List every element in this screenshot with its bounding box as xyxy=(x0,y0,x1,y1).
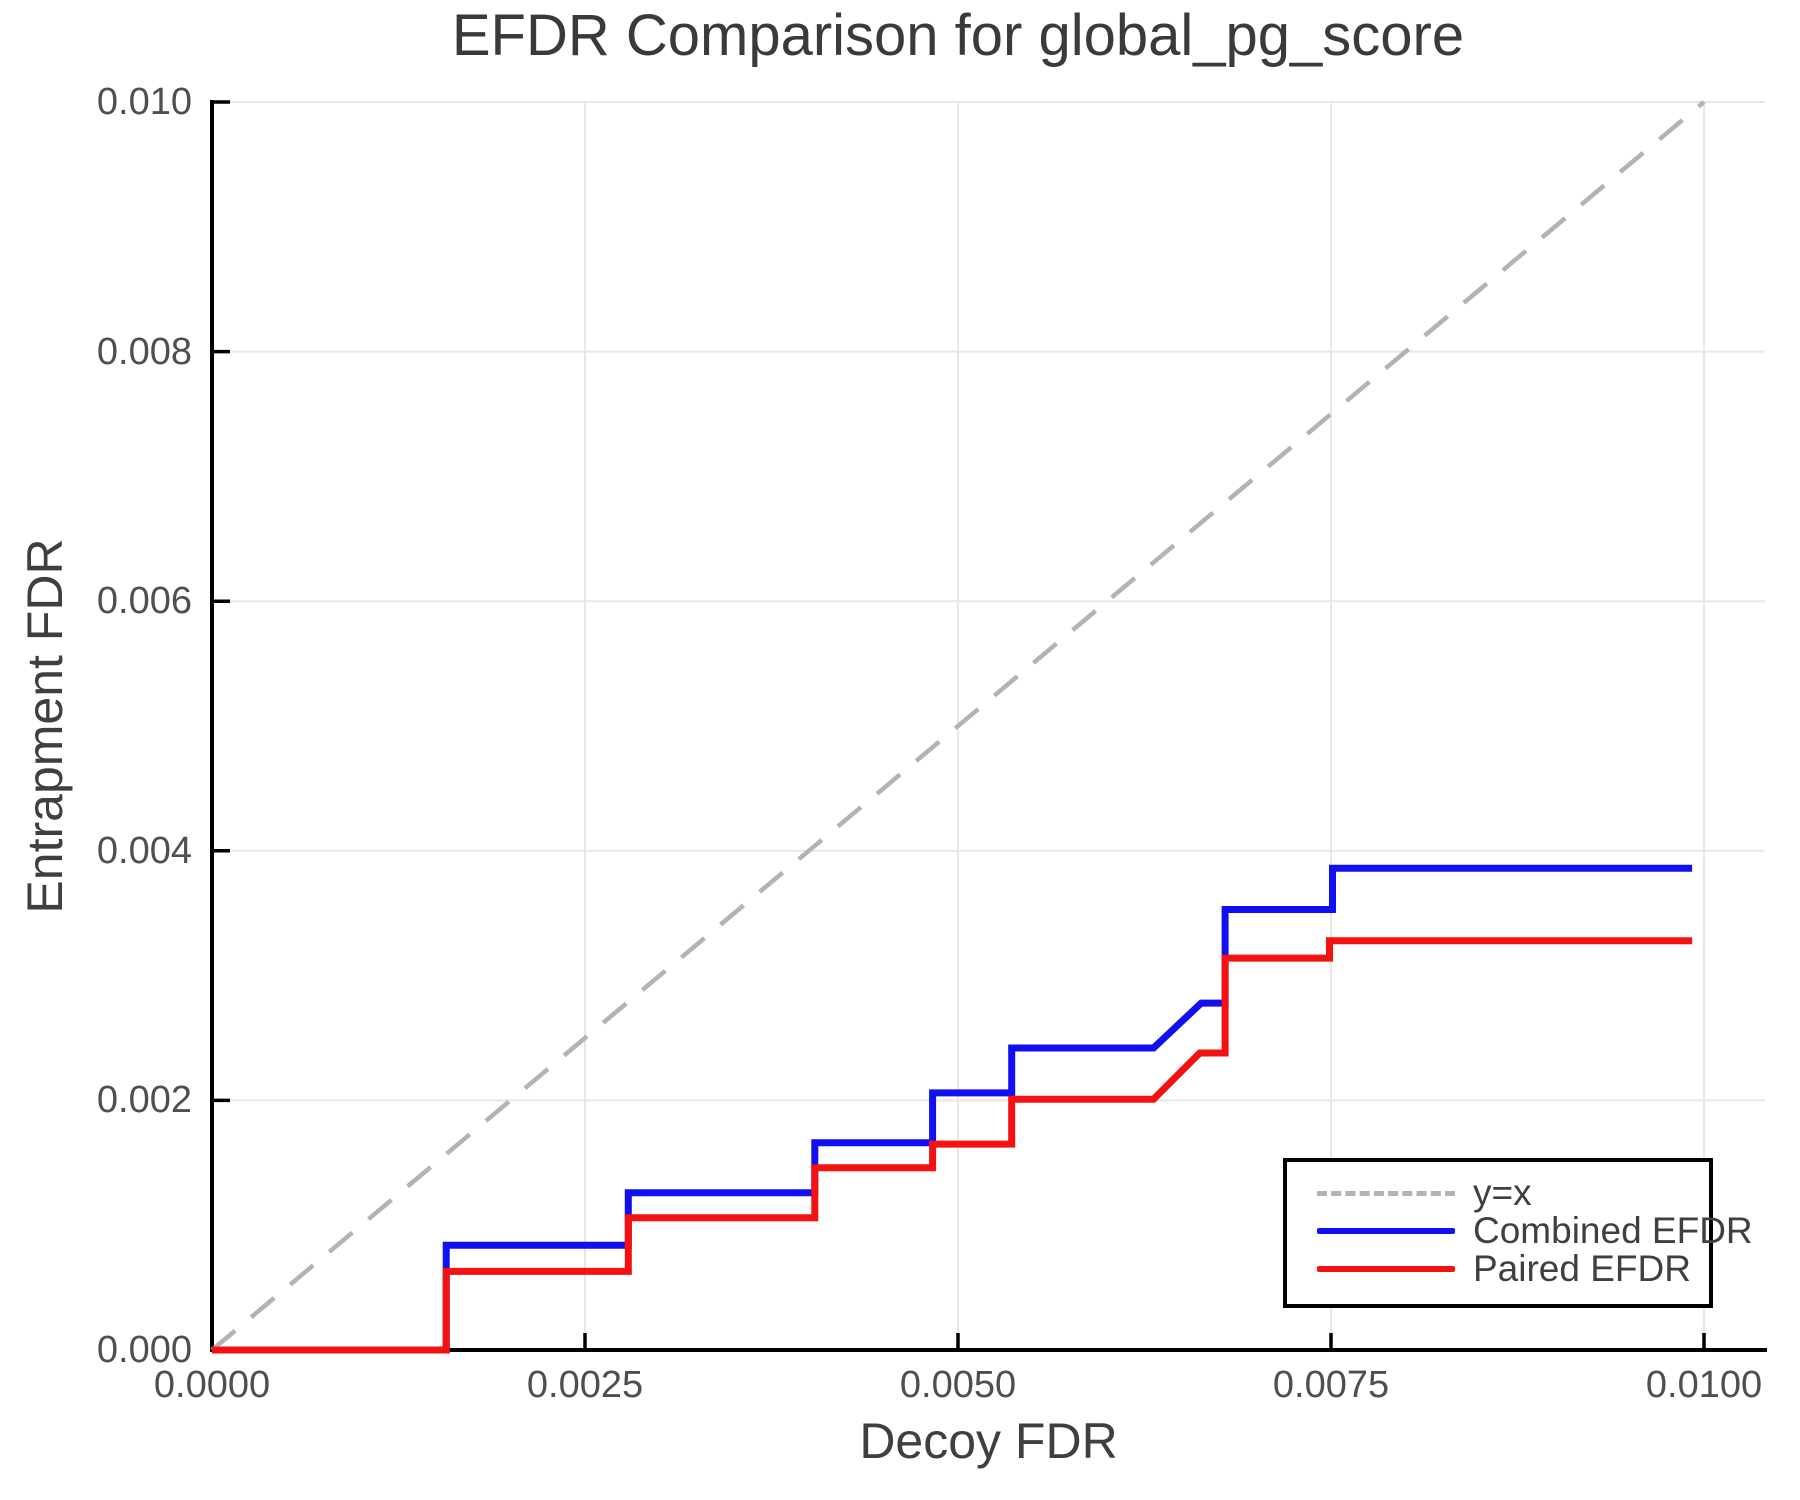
y-tick-label: 0.002 xyxy=(96,1079,192,1122)
x-tick-label: 0.0025 xyxy=(526,1364,644,1406)
y-tick-label: 0.004 xyxy=(96,829,192,872)
legend-row-paired: Paired EFDR xyxy=(1317,1248,1709,1289)
series-line-paired-efdr xyxy=(212,937,1693,1354)
y-tick-label: 0.008 xyxy=(96,330,192,373)
y-tick-label: 0.010 xyxy=(96,81,192,123)
series-line-y-x xyxy=(210,100,1706,1352)
legend-row-combined: Combined EFDR xyxy=(1317,1210,1753,1251)
x-tick-label: 0.0000 xyxy=(153,1364,271,1406)
legend-label-identity: y=x xyxy=(1473,1172,1532,1213)
y-tick-label: 0.000 xyxy=(96,1329,192,1371)
combined-line-swatch xyxy=(1317,1228,1455,1234)
x-tick-label: 0.0050 xyxy=(899,1364,1017,1406)
y-tick-label: 0.006 xyxy=(96,580,192,623)
legend: y=x Combined EFDR Paired EFDR xyxy=(1283,1158,1753,1308)
series-line-combined-efdr xyxy=(212,864,1693,1354)
paired-line-swatch xyxy=(1317,1266,1455,1272)
legend-label-paired: Paired EFDR xyxy=(1473,1248,1691,1289)
x-tick-label: 0.0100 xyxy=(1645,1364,1763,1406)
dashed-line-swatch xyxy=(1317,1190,1455,1196)
x-tick-label: 0.0075 xyxy=(1272,1364,1390,1406)
x-axis-label: Decoy FDR xyxy=(859,1413,1118,1469)
legend-label-combined: Combined EFDR xyxy=(1473,1210,1753,1251)
legend-row-identity: y=x xyxy=(1317,1172,1709,1213)
chart-title: EFDR Comparison for global_pg_score xyxy=(451,3,1465,68)
axis-spines xyxy=(210,100,1767,1352)
